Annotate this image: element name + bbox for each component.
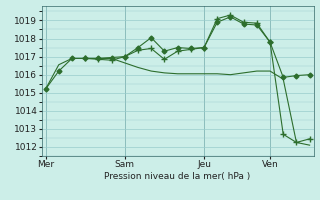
X-axis label: Pression niveau de la mer( hPa ): Pression niveau de la mer( hPa ) [104, 172, 251, 181]
